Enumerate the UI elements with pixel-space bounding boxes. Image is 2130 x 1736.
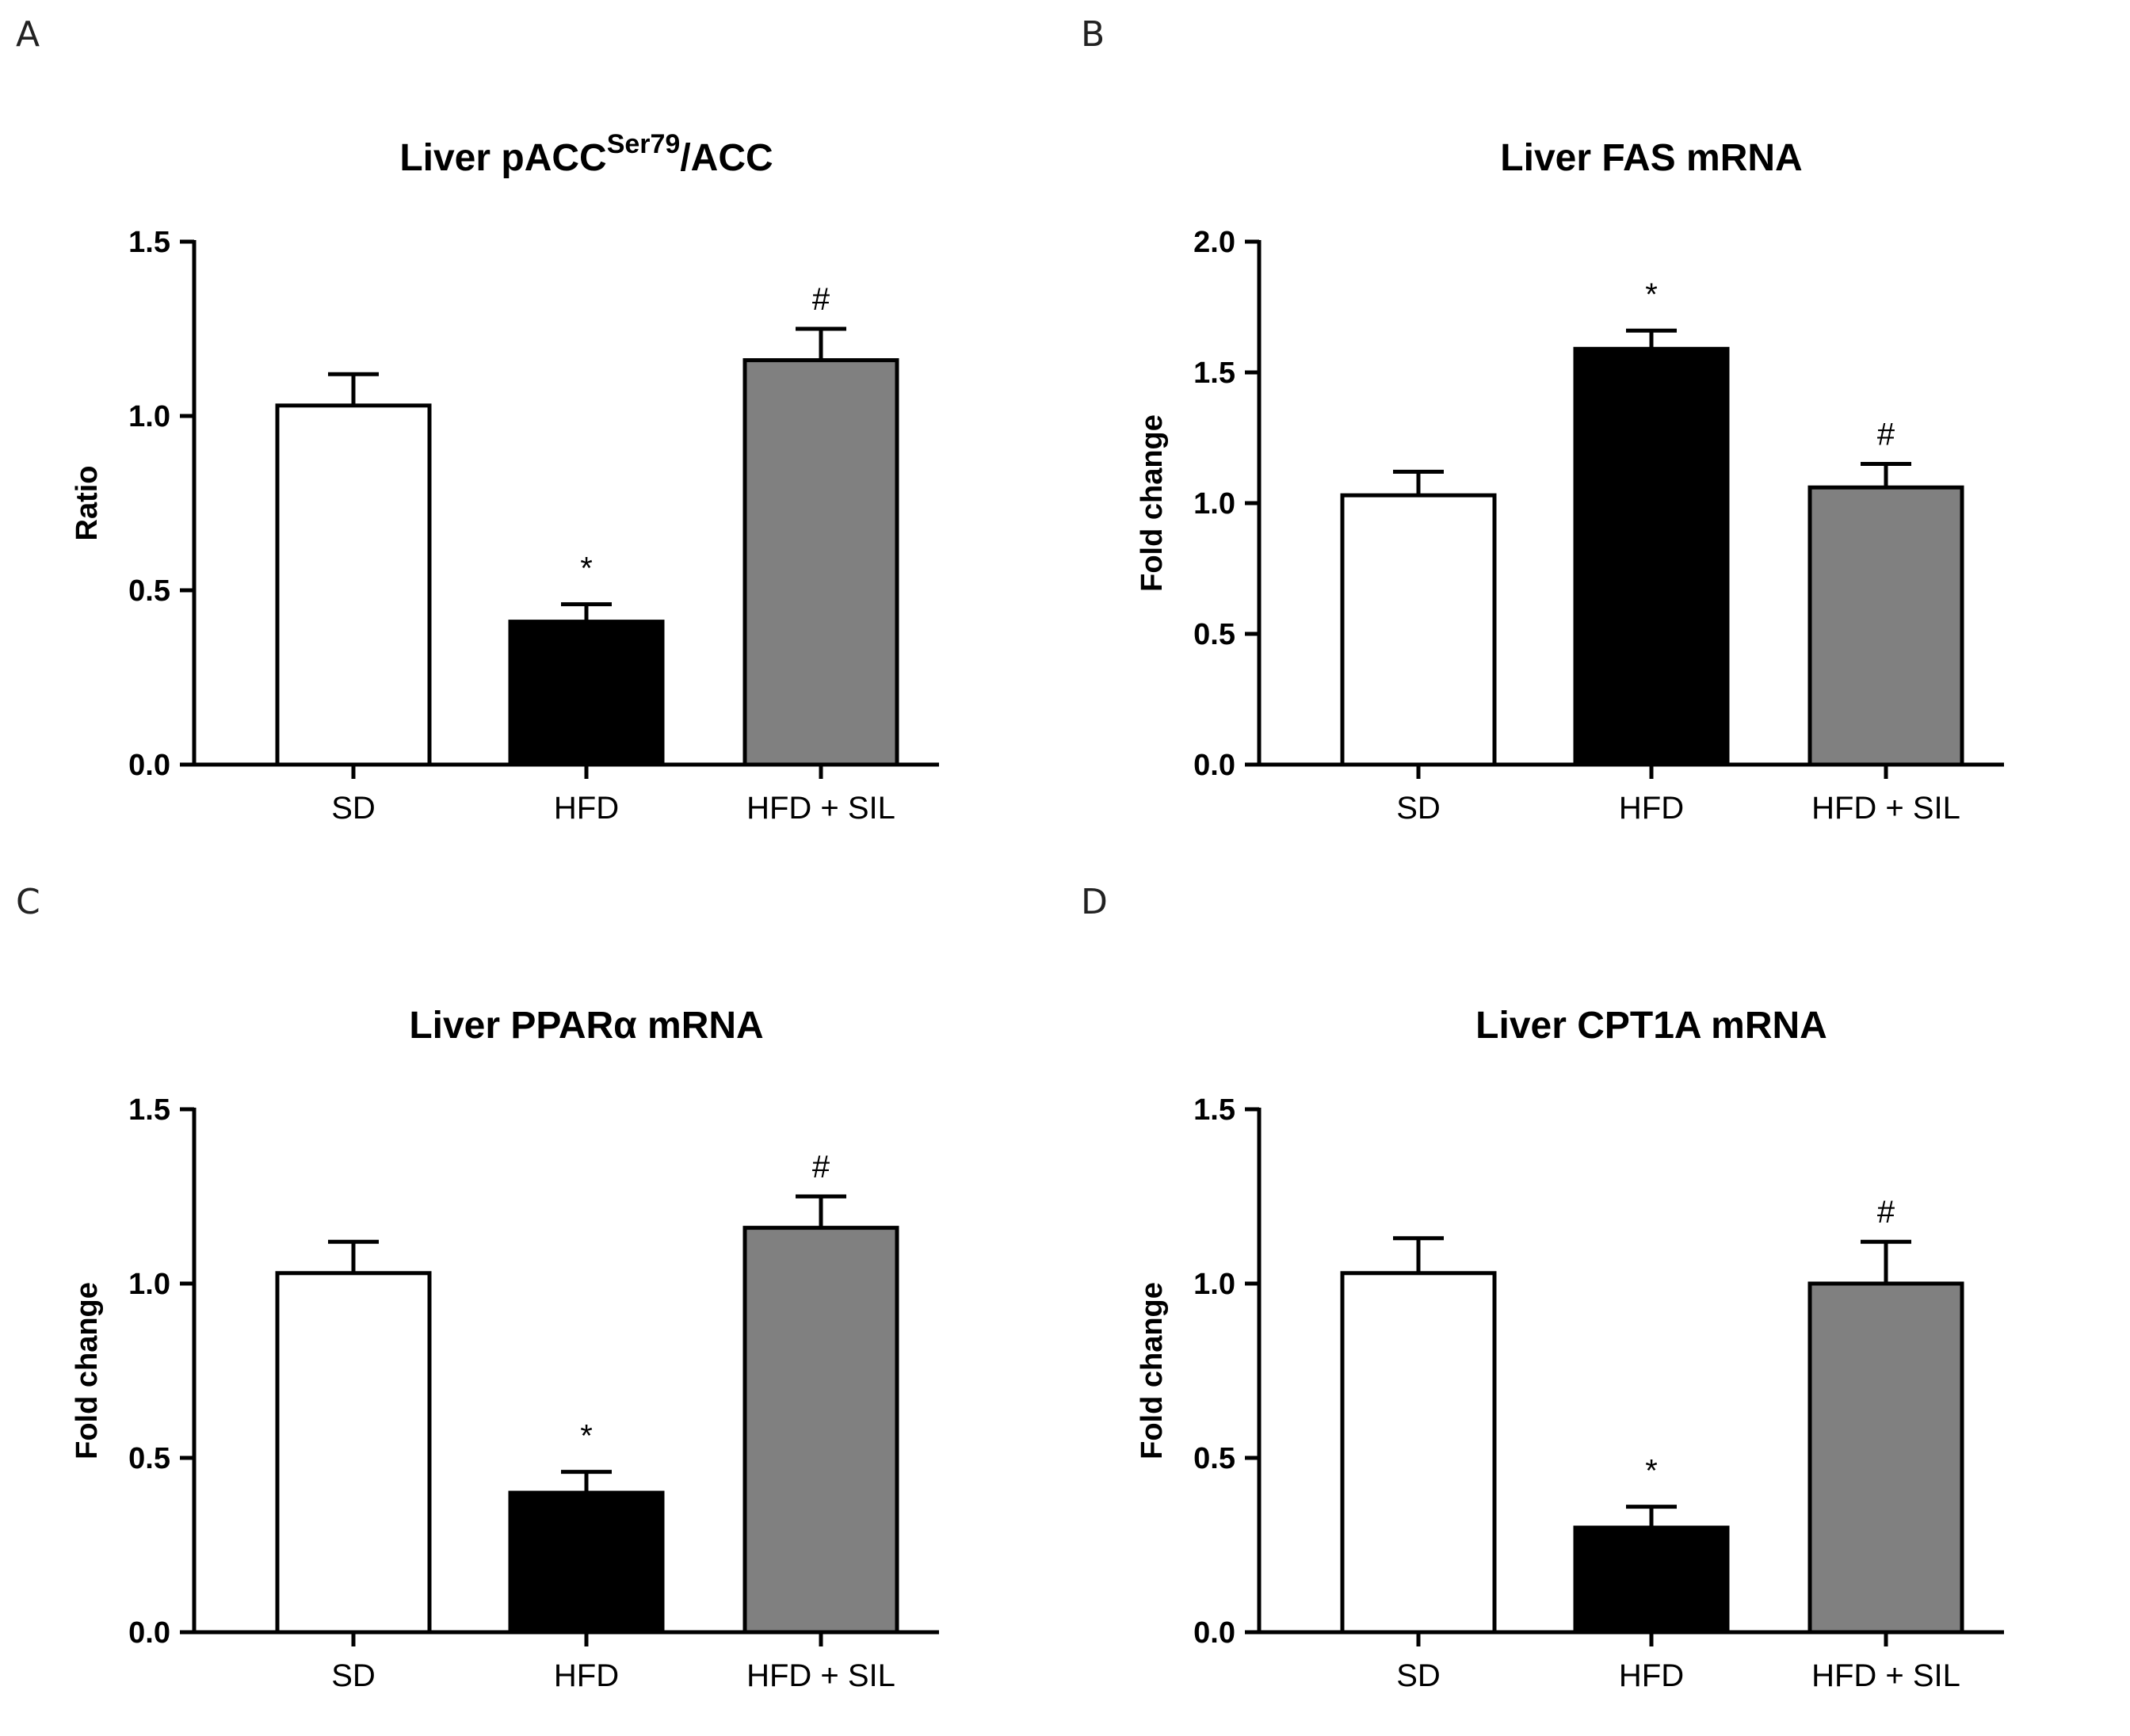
y-axis-label: Fold change xyxy=(1136,414,1169,592)
panel-a: A Liver pACCSer79/ACC Ratio 0.0 0.5 1.0 1.5 SD H… xyxy=(0,0,1065,868)
y-axis-label: Fold change xyxy=(71,1282,104,1459)
y-tick-label: 0.0 xyxy=(128,749,170,782)
y-axis-label: Fold change xyxy=(1136,1282,1169,1459)
chart-title: Liver pACCSer79/ACC xyxy=(399,129,773,179)
significance-hash: # xyxy=(812,282,830,317)
x-category-label: HFD xyxy=(554,791,619,826)
panel-letter: A xyxy=(16,14,40,55)
chart-a: A Liver pACCSer79/ACC Ratio 0.0 0.5 1.0 1.5 SD H… xyxy=(16,14,939,826)
y-tick-label: 1.5 xyxy=(128,1093,170,1127)
panel-c: C Liver PPARα mRNA Fold change 0.0 0.5 1.0 1.5… xyxy=(0,868,1065,1735)
significance-hash: # xyxy=(1877,418,1895,452)
bar-hfd-sil xyxy=(742,1226,899,1635)
chart-d: D Liver CPT1A mRNA Fold change 0.0 0.5 1.0 1.5… xyxy=(1081,882,2004,1693)
bar-sd xyxy=(275,403,432,767)
x-category-label: SD xyxy=(1396,1658,1441,1693)
y-tick-label: 1.0 xyxy=(128,400,170,433)
panel-letter: D xyxy=(1081,882,1108,922)
y-tick-label: 0.5 xyxy=(1193,1442,1235,1475)
bar-hfd xyxy=(508,620,665,767)
y-tick-label: 0.0 xyxy=(1193,1616,1235,1650)
y-tick-label: 0.0 xyxy=(1193,749,1235,782)
y-axis-label: Ratio xyxy=(71,466,104,541)
panel-d: D Liver CPT1A mRNA Fold change 0.0 0.5 1.0 1.5… xyxy=(1065,868,2130,1735)
significance-star: * xyxy=(580,1419,593,1454)
x-category-label: SD xyxy=(331,1658,376,1693)
significance-hash: # xyxy=(812,1150,830,1185)
y-tick-label: 1.5 xyxy=(1193,357,1235,390)
chart-title: Liver PPARα mRNA xyxy=(409,1005,763,1047)
y-tick-label: 1.5 xyxy=(1193,1093,1235,1127)
chart-title: Liver FAS mRNA xyxy=(1500,137,1802,179)
y-tick-label: 0.5 xyxy=(128,1442,170,1475)
bar-hfd-sil xyxy=(742,358,899,767)
x-category-label: HFD xyxy=(1619,791,1684,826)
bar-hfd xyxy=(1573,1525,1730,1635)
bar-sd xyxy=(275,1271,432,1635)
y-tick-label: 0.5 xyxy=(1193,618,1235,651)
y-tick-label: 2.0 xyxy=(1193,226,1235,259)
y-tick-label: 1.5 xyxy=(128,226,170,259)
chart-b: B Liver FAS mRNA Fold change 0.0 0.5 1.0 1.5 2.… xyxy=(1081,14,2004,826)
y-tick-label: 1.0 xyxy=(1193,1268,1235,1301)
x-category-label: HFD xyxy=(1619,1658,1684,1693)
x-category-label: SD xyxy=(331,791,376,826)
significance-hash: # xyxy=(1877,1195,1895,1230)
significance-star: * xyxy=(1645,1454,1658,1489)
x-category-label: HFD xyxy=(554,1658,619,1693)
x-category-label: SD xyxy=(1396,791,1441,826)
panel-letter: B xyxy=(1081,14,1105,55)
panel-b: B Liver FAS mRNA Fold change 0.0 0.5 1.0 1.5 2.… xyxy=(1065,0,2130,868)
y-tick-label: 0.0 xyxy=(128,1616,170,1650)
significance-star: * xyxy=(580,551,593,586)
chart-title: Liver CPT1A mRNA xyxy=(1475,1005,1827,1047)
panel-letter: C xyxy=(16,882,40,922)
bar-sd xyxy=(1340,493,1497,767)
bar-hfd-sil xyxy=(1807,1281,1964,1635)
bar-hfd xyxy=(1573,346,1730,767)
significance-star: * xyxy=(1645,277,1658,312)
y-tick-label: 1.0 xyxy=(1193,487,1235,521)
bar-hfd xyxy=(508,1490,665,1635)
bar-hfd-sil xyxy=(1807,485,1964,767)
y-tick-label: 1.0 xyxy=(128,1268,170,1301)
x-category-label: HFD + SIL xyxy=(1811,1658,1960,1693)
x-category-label: HFD + SIL xyxy=(1811,791,1960,826)
x-category-label: HFD + SIL xyxy=(746,1658,895,1693)
bar-sd xyxy=(1340,1271,1497,1635)
y-tick-label: 0.5 xyxy=(128,574,170,608)
x-category-label: HFD + SIL xyxy=(746,791,895,826)
chart-c: C Liver PPARα mRNA Fold change 0.0 0.5 1.0 1.5… xyxy=(16,882,939,1693)
